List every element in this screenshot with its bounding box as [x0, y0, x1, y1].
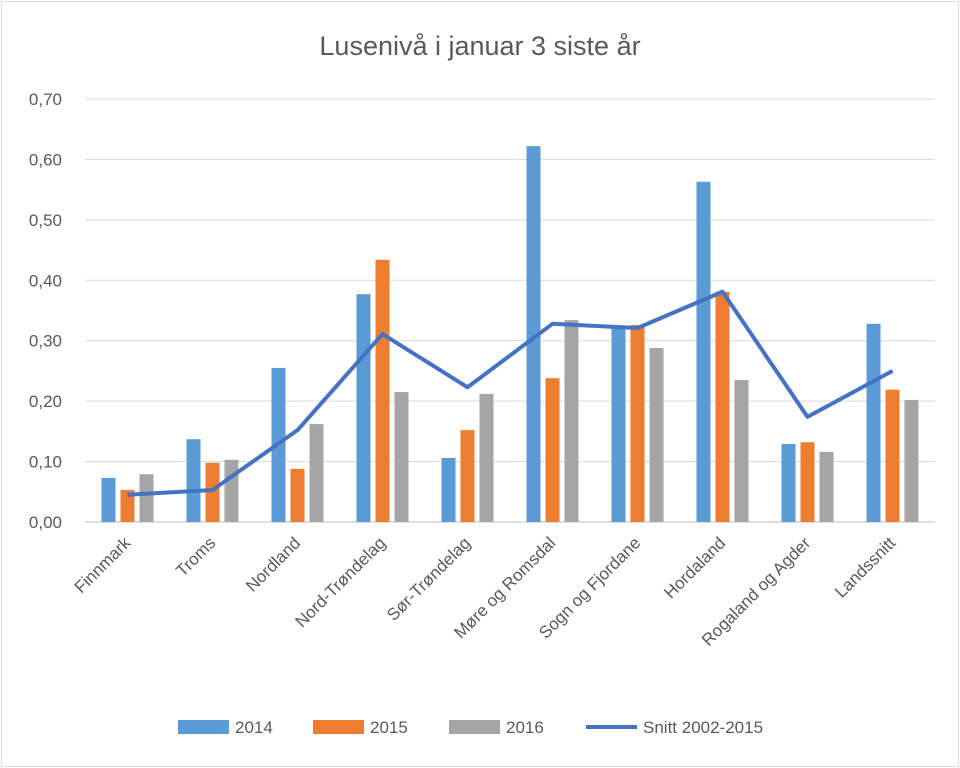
bar-2016-Nordland	[309, 424, 324, 522]
bar-2014-Hordaland	[696, 181, 711, 522]
y-tick-label: 0,30	[29, 332, 62, 351]
bar-2015-Nord-Trøndelag	[375, 259, 390, 522]
bar-2014-Sogn og Fjordane	[611, 327, 626, 522]
bar-2014-Troms	[186, 439, 201, 522]
x-tick-label: Landssnitt	[831, 533, 899, 601]
chart-title: Lusenivå i januar 3 siste år	[319, 31, 640, 61]
bar-2015-Hordaland	[715, 291, 730, 522]
legend-label: 2016	[506, 718, 544, 737]
bar-2016-Sogn og Fjordane	[649, 347, 664, 522]
bar-2015-Sogn og Fjordane	[630, 325, 645, 522]
bar-2014-Rogaland og Agder	[781, 444, 796, 522]
y-tick-label: 0,60	[29, 150, 62, 169]
line-series	[127, 289, 894, 497]
bar-2015-Nordland	[290, 468, 305, 522]
legend-swatch	[313, 720, 364, 734]
bar-2014-Landssnitt	[866, 323, 881, 522]
y-tick-label: 0,20	[29, 392, 62, 411]
bar-2016-Finnmark	[139, 474, 154, 522]
bar-2015-Sør-Trøndelag	[460, 430, 475, 522]
x-tick-label: Nord-Trøndelag	[291, 533, 389, 631]
legend-label: Snitt 2002-2015	[643, 718, 763, 737]
bar-2016-Sør-Trøndelag	[479, 393, 494, 522]
bar-2015-Troms	[205, 462, 220, 522]
bar-2015-Rogaland og Agder	[800, 442, 815, 522]
y-tick-label: 0,50	[29, 211, 62, 230]
legend-swatch	[178, 720, 229, 734]
bar-2015-Møre og Romsdal	[545, 378, 560, 522]
bar-2016-Troms	[224, 459, 239, 522]
bar-2016-Nord-Trøndelag	[394, 392, 409, 522]
x-tick-label: Troms	[172, 533, 219, 580]
bar-2015-Landssnitt	[885, 389, 900, 522]
x-tick-label: Nordland	[242, 533, 304, 595]
y-tick-label: 0,00	[29, 513, 62, 532]
legend-label: 2014	[235, 718, 273, 737]
bar-2016-Rogaland og Agder	[819, 451, 834, 522]
bar-2014-Nord-Trøndelag	[356, 294, 371, 522]
x-tick-label: Sør-Trøndelag	[383, 533, 474, 624]
bar-2016-Møre og Romsdal	[564, 320, 579, 522]
y-tick-label: 0,70	[29, 90, 62, 109]
x-tick-label: Hordaland	[660, 533, 729, 602]
bar-2014-Sør-Trøndelag	[441, 457, 456, 522]
legend-swatch	[449, 720, 500, 734]
x-tick-label: Finnmark	[71, 533, 135, 597]
bar-2016-Hordaland	[734, 379, 749, 522]
y-tick-label: 0,10	[29, 453, 62, 472]
bar-2014-Møre og Romsdal	[526, 146, 541, 523]
legend-label: 2015	[370, 718, 408, 737]
bar-2014-Finnmark	[101, 477, 116, 522]
bar-2016-Landssnitt	[904, 399, 919, 522]
y-tick-label: 0,40	[29, 271, 62, 290]
bar-2015-Finnmark	[120, 489, 135, 522]
